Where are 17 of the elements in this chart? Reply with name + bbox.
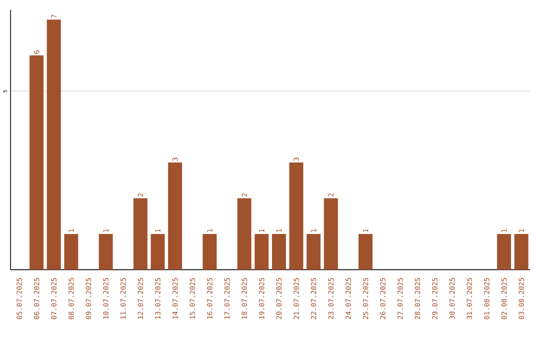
bar <box>497 234 512 270</box>
bar <box>289 162 304 270</box>
bar <box>98 234 113 270</box>
bar <box>237 198 252 270</box>
bar <box>150 234 165 270</box>
bar <box>254 234 269 270</box>
bar <box>46 20 61 270</box>
bar <box>514 234 528 270</box>
bar <box>324 198 338 270</box>
bar <box>202 234 217 270</box>
bar <box>272 234 286 270</box>
bar <box>168 162 182 270</box>
bar <box>306 234 321 270</box>
bar <box>64 234 78 270</box>
bar <box>133 198 148 270</box>
bar <box>358 234 373 270</box>
bar <box>30 56 44 270</box>
